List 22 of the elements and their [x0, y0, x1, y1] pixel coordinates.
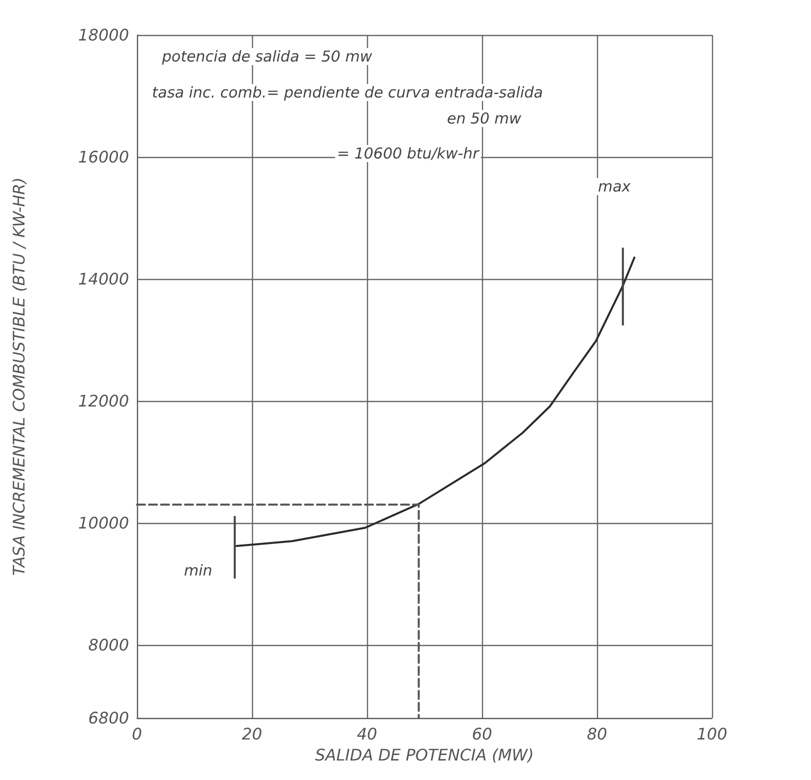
x-axis-title: SALIDA DE POTENCIA (MW)	[315, 745, 534, 764]
annotation: en 50 mw	[447, 110, 522, 128]
y-tick-label: 14000	[78, 269, 129, 288]
x-tick-label: 60	[472, 724, 492, 744]
y-tick-label: 16000	[78, 147, 129, 166]
x-tick-label: 0	[132, 724, 142, 744]
y-tick-label: 18000	[78, 26, 129, 44]
annotation: tasa inc. comb.= pendiente de curva entrada-salida	[152, 84, 543, 102]
annotation: = 10600 btu/kw-hr	[337, 144, 480, 162]
annotation: potencia de salida = 50 mw	[161, 48, 373, 66]
annotation: max	[598, 178, 631, 196]
y-tick-label: 10000	[78, 513, 129, 532]
x-tick-label: 20	[242, 724, 262, 744]
y-axis-title: TASA INCREMENTAL COMBUSTIBLE (BTU / KW-HR)	[10, 177, 28, 576]
annotation: min	[184, 562, 212, 580]
y-tick-label: 8000	[88, 635, 129, 654]
line-series	[235, 256, 636, 548]
y-tick-label: 6800	[88, 708, 129, 728]
x-tick-label: 40	[356, 724, 378, 744]
y-tick-label: 12000	[78, 391, 129, 410]
x-tick-label: 80	[586, 724, 608, 744]
x-tick-label: 100	[696, 724, 728, 744]
